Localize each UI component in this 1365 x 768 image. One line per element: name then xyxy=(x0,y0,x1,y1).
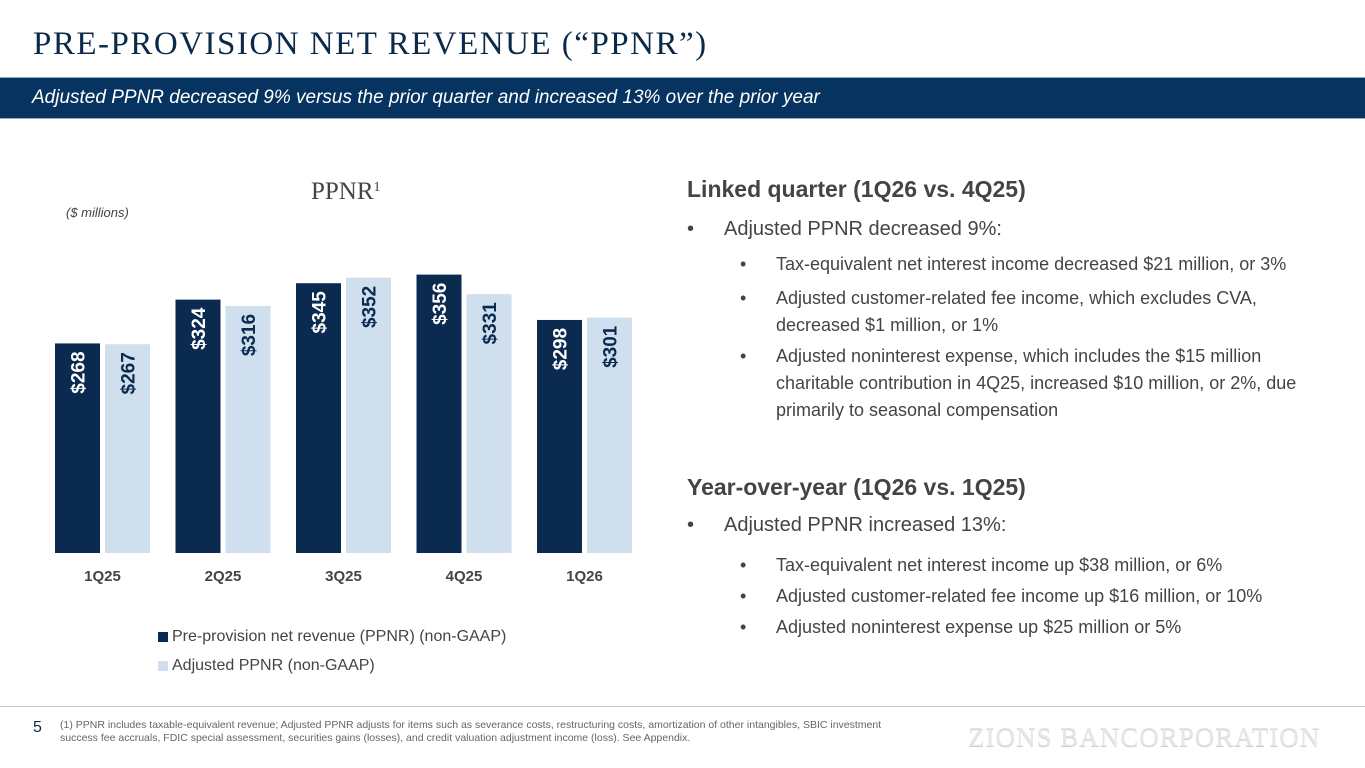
data-label: $298 xyxy=(551,328,572,370)
footer-divider xyxy=(0,706,1365,707)
legend-label-ppnr: Pre-provision net revenue (PPNR) (non-GA… xyxy=(172,627,507,645)
bullet-text: Adjusted noninterest expense up $25 mill… xyxy=(776,617,1182,637)
bullet-icon: • xyxy=(740,288,747,308)
x-tick-label: 2Q25 xyxy=(205,568,242,585)
bar-adjusted-ppnr-1q26 xyxy=(587,317,632,553)
legend-swatch-adjusted-ppnr xyxy=(158,660,168,671)
bullet-text: Adjusted customer-related fee income up … xyxy=(776,586,1263,606)
bullet-text: Tax-equivalent net interest income up $3… xyxy=(776,555,1223,575)
page-number: 5 xyxy=(33,719,42,736)
data-label: $345 xyxy=(310,291,331,334)
data-label: $331 xyxy=(480,302,501,345)
page-title: PRE-PROVISION NET REVENUE (“PPNR”) xyxy=(33,26,708,62)
headline-text: Adjusted PPNR decreased 9% versus the pr… xyxy=(32,87,820,108)
bullet-icon: • xyxy=(687,514,695,536)
bullet-text: Tax-equivalent net interest income decre… xyxy=(776,254,1287,274)
x-tick-label: 1Q25 xyxy=(84,568,121,585)
units-label: ($ millions) xyxy=(66,205,129,220)
bullet-icon: • xyxy=(740,555,747,575)
bar-ppnr-4q25 xyxy=(416,274,462,553)
bullet-text: Adjusted PPNR decreased 9%: xyxy=(724,218,1002,240)
chart-title: PPNR1 xyxy=(311,178,381,206)
data-label: $316 xyxy=(239,314,260,356)
yoy-heading: Year-over-year (1Q26 vs. 1Q25) xyxy=(687,474,1026,500)
bar-ppnr-3q25 xyxy=(296,283,341,553)
data-label: $356 xyxy=(430,283,451,325)
bar-adjusted-ppnr-2q25 xyxy=(225,305,271,553)
bar-ppnr-1q25 xyxy=(55,343,100,553)
x-tick-label: 1Q26 xyxy=(566,568,603,585)
x-tick-label: 3Q25 xyxy=(325,568,362,585)
bullet-icon: • xyxy=(687,218,695,240)
company-logo: ZIONS BANCORPORATION xyxy=(968,722,1321,752)
linked-quarter-heading: Linked quarter (1Q26 vs. 4Q25) xyxy=(687,176,1026,202)
bar-adjusted-ppnr-1q25 xyxy=(105,344,150,553)
footnote-marker: 1 xyxy=(373,180,381,195)
legend-item-ppnr: Pre-provision net revenue (PPNR) (non-GA… xyxy=(158,622,506,651)
legend-label-adjusted-ppnr: Adjusted PPNR (non-GAAP) xyxy=(172,656,375,674)
bar-adjusted-ppnr-4q25 xyxy=(466,294,512,553)
bullet-text: Adjusted noninterest expense, which incl… xyxy=(776,346,1297,420)
data-label: $324 xyxy=(189,307,210,350)
bullet-icon: • xyxy=(740,254,747,274)
data-label: $267 xyxy=(119,352,140,394)
data-label: $301 xyxy=(601,325,622,368)
bullet-text: Adjusted customer-related fee income, wh… xyxy=(776,288,1257,335)
bullet-icon: • xyxy=(740,617,747,637)
chart-legend: Pre-provision net revenue (PPNR) (non-GA… xyxy=(158,622,506,680)
bar-adjusted-ppnr-3q25 xyxy=(346,277,391,553)
bullet-icon: • xyxy=(740,586,747,606)
chart-title-text: PPNR xyxy=(311,178,374,205)
legend-swatch-ppnr xyxy=(158,631,168,642)
footnote: (1) PPNR includes taxable-equivalent rev… xyxy=(60,719,882,744)
x-tick-label: 4Q25 xyxy=(446,568,483,585)
data-label: $268 xyxy=(69,351,90,393)
bullet-icon: • xyxy=(740,346,747,366)
bar-ppnr-2q25 xyxy=(175,299,221,553)
ppnr-bar-chart: $268 $267 1Q25 $324 $316 2Q25 $345 $352 3Q25 $356… xyxy=(55,274,632,585)
data-label: $352 xyxy=(360,286,381,328)
bar-ppnr-1q26 xyxy=(537,319,582,553)
headline-banner: Adjusted PPNR decreased 9% versus the pr… xyxy=(0,77,1365,119)
legend-item-adjusted-ppnr: Adjusted PPNR (non-GAAP) xyxy=(158,651,506,680)
bullet-text: Adjusted PPNR increased 13%: xyxy=(724,514,1007,536)
